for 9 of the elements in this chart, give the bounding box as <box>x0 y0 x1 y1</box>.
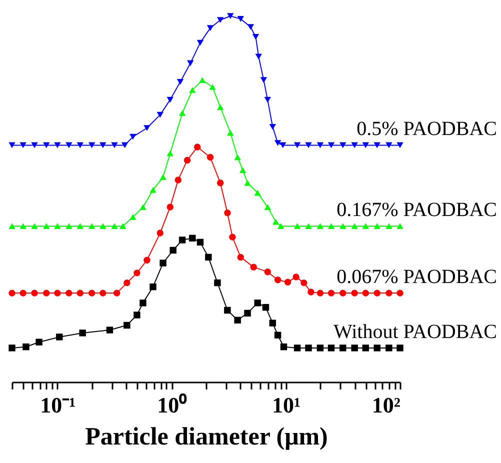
series-label: 0.5% PAODBAC <box>356 118 497 140</box>
x-tick-label: 10⁰ <box>157 392 188 418</box>
series-label: Without PAODBAC <box>334 320 497 343</box>
x-tick-label: 10² <box>372 392 401 418</box>
series-label: 0.067% PAODBAC <box>336 266 497 288</box>
x-tick-label: 10¹ <box>272 392 301 418</box>
x-tick-label: 10⁻¹ <box>40 392 76 418</box>
x-axis-title: Particle diameter (μm) <box>85 424 328 450</box>
series-label: 0.167% PAODBAC <box>336 199 497 222</box>
